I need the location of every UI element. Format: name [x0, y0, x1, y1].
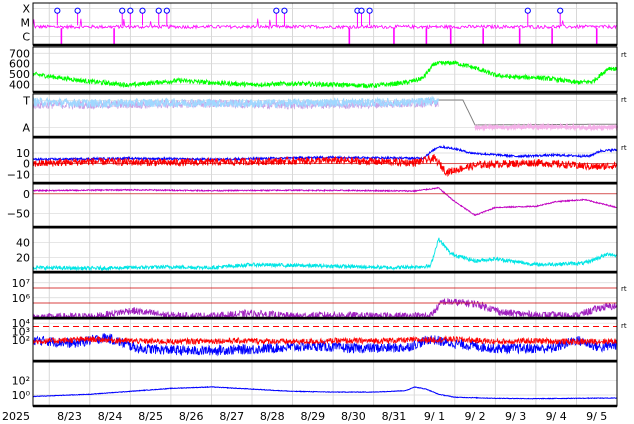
flare-marker: [281, 7, 288, 14]
flare-trace: [32, 18, 617, 30]
flare-marker: [524, 7, 531, 14]
tick-label: M: [21, 17, 31, 30]
series-line-bt-ab-3: [474, 122, 618, 132]
x-tick-label: 9/ 2: [464, 410, 485, 423]
x-tick-label: 9/ 4: [546, 410, 567, 423]
panel-dst: [32, 186, 618, 216]
flare-marker: [74, 7, 81, 14]
right-axis-tag: rt: [621, 285, 627, 293]
flare-marker: [139, 7, 146, 14]
tick-label: 600: [9, 58, 30, 71]
flare-marker: [163, 7, 170, 14]
flare-marker: [366, 7, 373, 14]
right-axis-tag: rt: [621, 51, 627, 59]
tick-label: 10²: [12, 374, 30, 387]
label-layer: XMC400500600700TA100−100−50204010⁷10⁶10⁴…: [2, 3, 627, 423]
right-axis-tag: rt: [621, 322, 627, 330]
tick-label: 10: [16, 147, 30, 160]
panel-ae: [32, 237, 618, 272]
x-tick-label: 8/26: [179, 410, 204, 423]
tick-label: −10: [7, 168, 30, 181]
tick-label: 20: [16, 251, 30, 264]
flare-marker: [358, 7, 365, 14]
tick-label: 0: [23, 188, 30, 201]
series-line-dst-0: [32, 186, 618, 216]
series-line-ae-0: [32, 237, 618, 272]
panel-electron-flux: [32, 326, 618, 357]
panel-bt-ab: [32, 95, 618, 132]
right-axis-tag: rt: [621, 144, 627, 152]
x-tick-label: 9/ 3: [505, 410, 526, 423]
tick-label: 10²: [12, 334, 30, 347]
series-line-imf-0: [32, 144, 618, 162]
flare-marker: [54, 7, 61, 14]
tick-label: 10⁰: [12, 389, 31, 402]
tick-label: T: [22, 94, 30, 107]
tick-label: 400: [9, 79, 30, 92]
flare-marker: [557, 7, 564, 14]
x-tick-label: 8/29: [300, 410, 325, 423]
tick-label: X: [22, 3, 30, 16]
panel-xray: [32, 386, 618, 400]
panel-solar-wind-speed: [32, 60, 618, 89]
year-label: 2025: [2, 410, 30, 423]
panel-flares: [32, 7, 617, 44]
tick-label: 700: [9, 47, 30, 60]
tick-label: 10⁷: [12, 277, 30, 290]
x-tick-label: 9/ 1: [424, 410, 445, 423]
series-line-electron-flux-0: [32, 333, 618, 357]
flare-marker: [155, 7, 162, 14]
tick-label: 10⁴: [12, 317, 31, 330]
series-line-bt-ab-1: [32, 95, 439, 110]
right-axis-tag: rt: [621, 96, 627, 104]
tick-label: 40: [16, 237, 30, 250]
flare-marker: [273, 7, 280, 14]
x-tick-label: 9/ 5: [586, 410, 607, 423]
x-tick-label: 8/23: [57, 410, 82, 423]
tick-label: 0: [23, 158, 30, 171]
tick-label: 10³: [12, 326, 30, 339]
tick-label: −50: [7, 207, 30, 220]
x-tick-label: 8/25: [138, 410, 163, 423]
series-line-solar-wind-speed-0: [32, 60, 618, 89]
tick-label: 10⁶: [12, 292, 31, 305]
series-line-xray-0: [32, 386, 618, 400]
x-tick-label: 8/24: [98, 410, 123, 423]
x-tick-label: 8/31: [382, 410, 407, 423]
tick-label: C: [22, 31, 30, 44]
x-tick-label: 8/28: [260, 410, 285, 423]
flare-marker: [119, 7, 126, 14]
panel-imf: [32, 144, 618, 178]
tick-label: A: [22, 122, 30, 135]
tick-label: 500: [9, 68, 30, 81]
x-tick-label: 8/30: [341, 410, 366, 423]
frame-layer: [32, 2, 618, 408]
series-line-electron-flux-1: [32, 335, 618, 346]
x-tick-label: 8/27: [219, 410, 244, 423]
flare-marker: [127, 7, 134, 14]
